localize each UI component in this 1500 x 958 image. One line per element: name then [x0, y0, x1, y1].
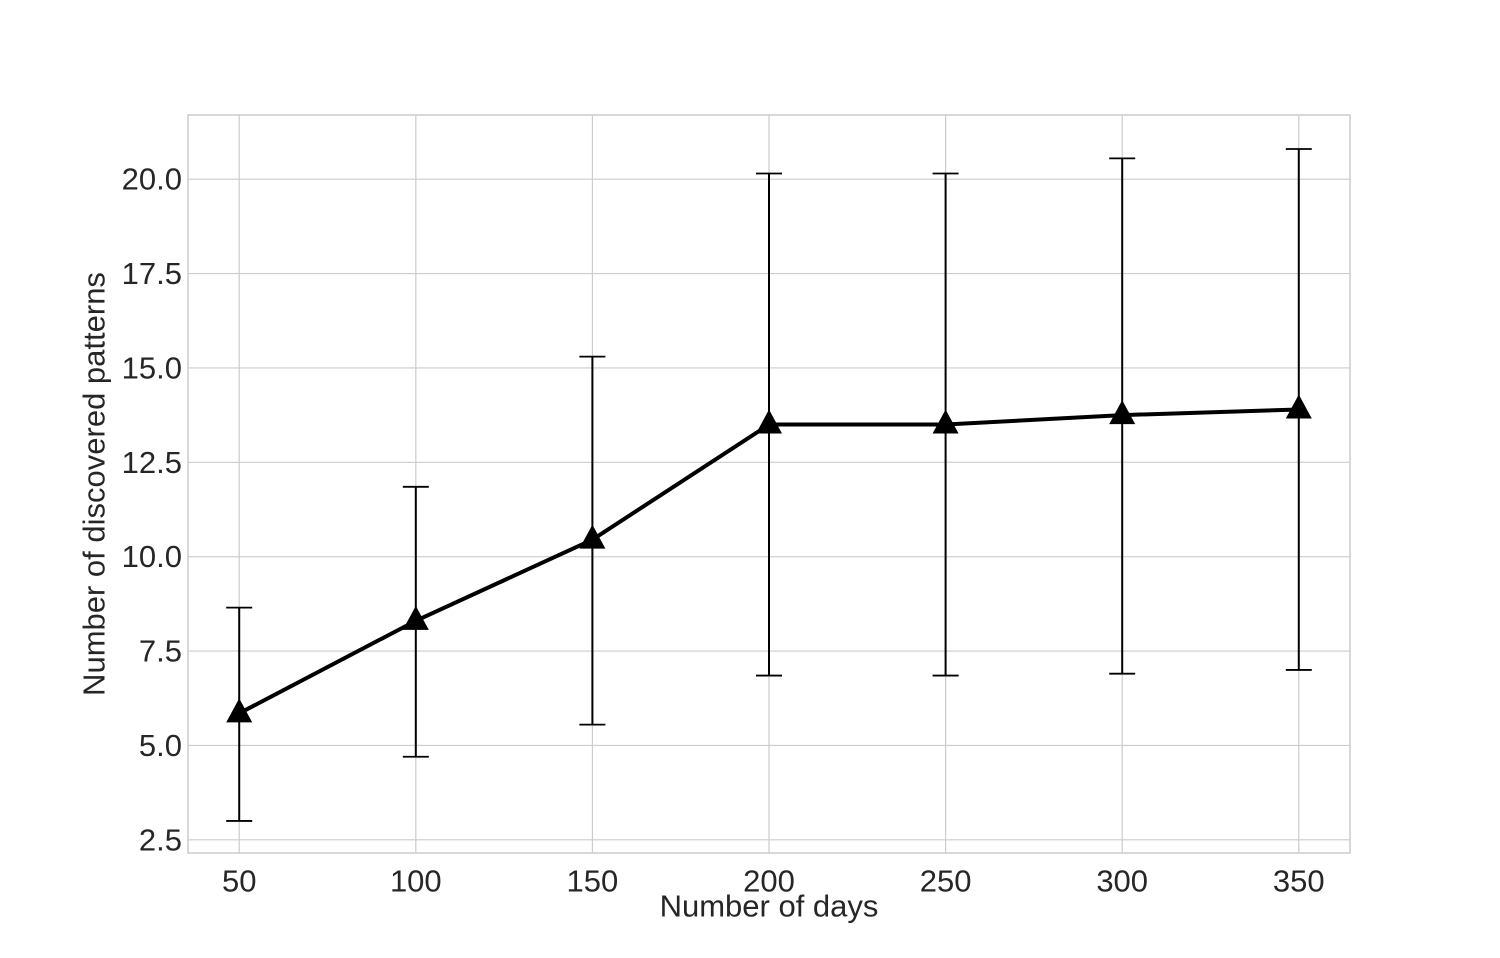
- y-tick-label: 20.0: [122, 162, 182, 197]
- data-markers: [226, 394, 1312, 723]
- data-point-350: [1285, 394, 1312, 419]
- y-tick-labels: 2.5 5.0 7.5 10.0 12.5 15.0 17.5 20.0: [122, 162, 182, 858]
- x-tick-label: 350: [1273, 864, 1325, 899]
- y-tick-label: 2.5: [139, 822, 182, 857]
- y-tick-label: 5.0: [139, 728, 182, 763]
- y-tick-label: 7.5: [139, 634, 182, 669]
- y-axis-label: Number of discovered patterns: [77, 272, 112, 696]
- data-point-200: [756, 409, 782, 434]
- x-tick-label: 150: [567, 864, 619, 899]
- x-tick-labels: 50 100 150 200 250 300 350: [222, 864, 1325, 899]
- data-point-150: [579, 524, 606, 549]
- y-tick-label: 15.0: [122, 350, 182, 385]
- y-tick-label: 17.5: [122, 256, 182, 291]
- y-tick-label: 12.5: [122, 445, 182, 480]
- data-point-50: [226, 698, 253, 723]
- x-tick-label: 100: [390, 864, 442, 899]
- plot-frame: [187, 114, 1351, 854]
- x-tick-label: 300: [1096, 864, 1148, 899]
- x-tick-label: 250: [920, 864, 972, 899]
- data-point-100: [402, 605, 429, 630]
- y-tick-label: 10.0: [122, 539, 182, 574]
- x-tick-label: 50: [222, 864, 256, 899]
- x-tick-label: 200: [743, 864, 795, 899]
- data-point-300: [1109, 400, 1136, 425]
- x-axis-label: Number of days: [660, 889, 879, 924]
- data-point-250: [932, 409, 959, 434]
